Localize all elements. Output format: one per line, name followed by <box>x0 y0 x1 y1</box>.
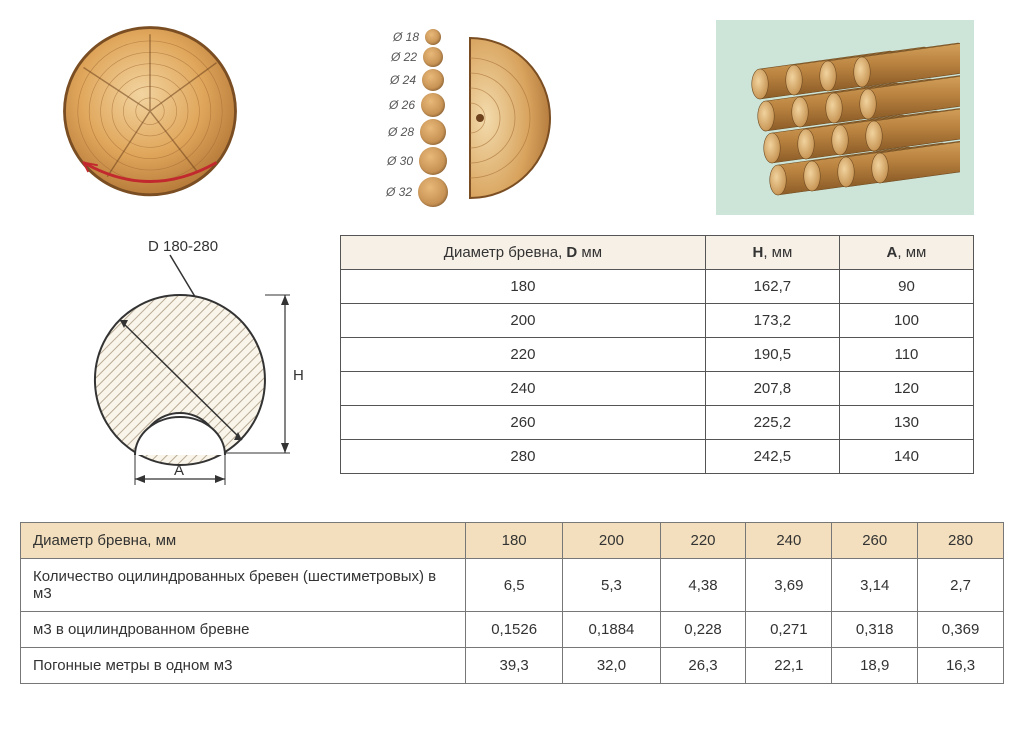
table-cell: 0,318 <box>832 612 918 648</box>
a-label: A <box>174 462 184 479</box>
table-cell: 220 <box>660 523 746 559</box>
table-row: 200173,2100 <box>341 304 974 338</box>
scale-row: Ø 24 <box>390 69 444 91</box>
scale-row: Ø 26 <box>389 93 445 117</box>
table-cell: 0,369 <box>918 612 1004 648</box>
scale-disc <box>420 119 446 145</box>
table-row: 260225,2130 <box>341 406 974 440</box>
table-row: Погонные метры в одном м339,332,026,322,… <box>21 648 1004 684</box>
scale-row: Ø 30 <box>387 147 447 175</box>
table-cell: 240 <box>746 523 832 559</box>
table-row: 180162,790 <box>341 270 974 304</box>
table-cell: 0,228 <box>660 612 746 648</box>
table-cell: 173,2 <box>705 304 839 338</box>
log-crosssection-illustration <box>50 20 250 215</box>
scale-disc <box>423 47 443 67</box>
h-label: H <box>293 367 304 384</box>
scale-row: Ø 32 <box>386 177 448 207</box>
table-row: Диаметр бревна, мм180200220240260280 <box>21 523 1004 559</box>
table-cell: 6,5 <box>466 559 563 612</box>
scale-label: Ø 28 <box>388 125 414 139</box>
scale-disc <box>422 69 444 91</box>
scale-label: Ø 22 <box>391 50 417 64</box>
table-cell: 120 <box>839 372 973 406</box>
table-cell: 162,7 <box>705 270 839 304</box>
scale-disc <box>425 29 441 45</box>
scale-label: Ø 32 <box>386 185 412 199</box>
table-cell: 220 <box>341 338 706 372</box>
scale-label: Ø 18 <box>393 30 419 44</box>
table-row: 280242,5140 <box>341 440 974 474</box>
scale-disc <box>419 147 447 175</box>
diameter-scale-illustration: Ø 18 Ø 22 Ø 24 Ø 26 Ø 28 Ø 30 Ø 32 <box>386 28 580 208</box>
table-cell: 4,38 <box>660 559 746 612</box>
table-cell: 26,3 <box>660 648 746 684</box>
table-cell: 200 <box>563 523 660 559</box>
scale-label: Ø 26 <box>389 98 415 112</box>
table-cell: 100 <box>839 304 973 338</box>
table-cell: 18,9 <box>832 648 918 684</box>
row-label: Погонные метры в одном м3 <box>21 648 466 684</box>
scale-label: Ø 30 <box>387 154 413 168</box>
table-row: 220190,5110 <box>341 338 974 372</box>
table-cell: 5,3 <box>563 559 660 612</box>
log-stack-illustration <box>716 20 974 215</box>
table-cell: 260 <box>341 406 706 440</box>
table-cell: 180 <box>466 523 563 559</box>
table-cell: 90 <box>839 270 973 304</box>
table-cell: 200 <box>341 304 706 338</box>
dim-table-header: A, мм <box>839 236 973 270</box>
table-row: м3 в оцилиндрованном бревне0,15260,18840… <box>21 612 1004 648</box>
table-cell: 16,3 <box>918 648 1004 684</box>
table-cell: 260 <box>832 523 918 559</box>
dim-table-header: Диаметр бревна, D мм <box>341 236 706 270</box>
table-cell: 0,1884 <box>563 612 660 648</box>
table-cell: 32,0 <box>563 648 660 684</box>
table-cell: 2,7 <box>918 559 1004 612</box>
scale-row: Ø 18 <box>393 29 441 45</box>
dimension-table: Диаметр бревна, D ммH, ммA, мм 180162,79… <box>340 235 974 474</box>
volume-table: Диаметр бревна, мм180200220240260280Коли… <box>20 522 1004 684</box>
scale-label: Ø 24 <box>390 73 416 87</box>
row-label: Диаметр бревна, мм <box>21 523 466 559</box>
table-cell: 180 <box>341 270 706 304</box>
scale-disc <box>418 177 448 207</box>
scale-row: Ø 22 <box>391 47 443 67</box>
row-label: Количество оцилиндрованных бревен (шести… <box>21 559 466 612</box>
table-cell: 3,14 <box>832 559 918 612</box>
table-cell: 242,5 <box>705 440 839 474</box>
table-row: Количество оцилиндрованных бревен (шести… <box>21 559 1004 612</box>
table-cell: 0,271 <box>746 612 832 648</box>
table-row: 240207,8120 <box>341 372 974 406</box>
dim-table-header: H, мм <box>705 236 839 270</box>
table-cell: 3,69 <box>746 559 832 612</box>
table-cell: 0,1526 <box>466 612 563 648</box>
table-cell: 110 <box>839 338 973 372</box>
log-profile-diagram: D 180-280 H A <box>50 235 310 500</box>
d-label: D 180-280 <box>148 238 218 255</box>
table-cell: 190,5 <box>705 338 839 372</box>
row-label: м3 в оцилиндрованном бревне <box>21 612 466 648</box>
table-cell: 280 <box>918 523 1004 559</box>
table-cell: 240 <box>341 372 706 406</box>
table-cell: 130 <box>839 406 973 440</box>
table-cell: 39,3 <box>466 648 563 684</box>
table-cell: 140 <box>839 440 973 474</box>
table-cell: 22,1 <box>746 648 832 684</box>
table-cell: 280 <box>341 440 706 474</box>
scale-row: Ø 28 <box>388 119 446 145</box>
scale-disc <box>421 93 445 117</box>
table-cell: 225,2 <box>705 406 839 440</box>
table-cell: 207,8 <box>705 372 839 406</box>
